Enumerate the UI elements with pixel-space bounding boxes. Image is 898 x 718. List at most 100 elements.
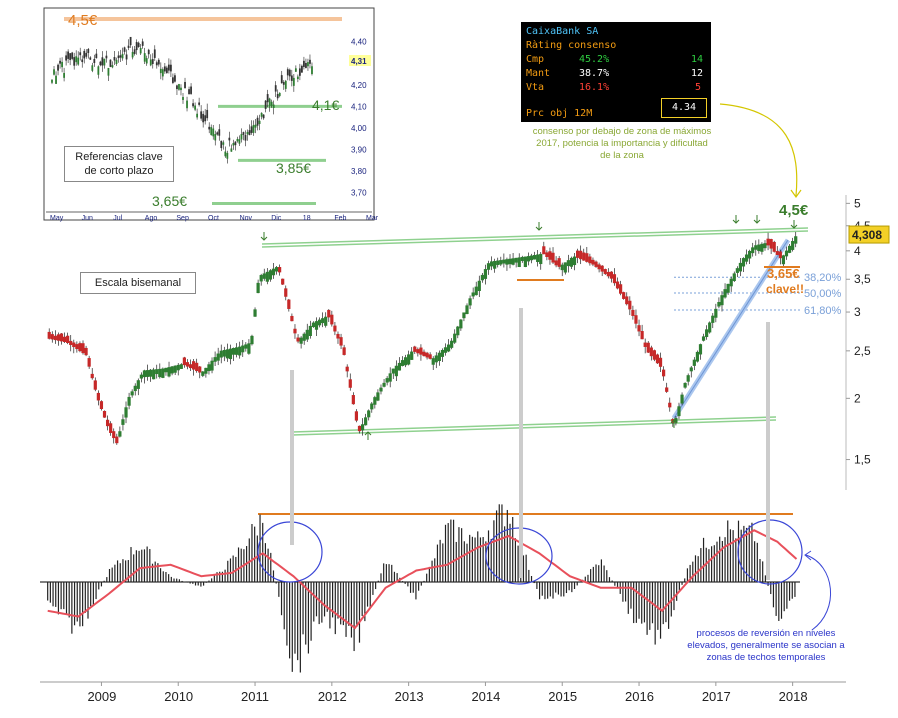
inset-x-tick-label: Ago [145,215,158,222]
inset-candle-body [91,65,94,71]
candle-body [305,329,309,340]
candle-body [662,369,666,377]
candle-body [210,360,214,371]
candle-body [489,261,494,267]
inset-candle-body [220,140,223,149]
candle-body [708,322,712,333]
inset-candle-body [69,53,72,60]
candle-body [357,425,362,432]
candle-body [351,395,355,405]
main-y-axis: 53,532,521,54,544,308 [846,196,890,467]
inset-y-tick-label: 3,90 [351,146,367,155]
candle-body [188,364,193,369]
candle-body [333,325,337,332]
inset-candle-body [232,143,235,146]
candle-body [526,256,531,262]
inset-candle-body [186,100,188,109]
y-tick-label: 3 [854,305,861,319]
candle-body [274,267,279,272]
inset-candle-body [81,59,84,63]
inset-level-label: 4,1€ [312,97,339,113]
target-price-label: 4,5€ [779,202,809,219]
candle-body [216,353,220,361]
y-tick-label: 4 [854,244,861,258]
marker-arrow-icon [535,222,543,231]
inset-y-tick-label: 4,10 [351,102,367,111]
candle-body [330,314,334,325]
candle-body [640,331,644,340]
marker-arrow-icon [732,215,740,224]
support-label: 3,65€ [767,266,800,281]
inset-candle-body [204,115,207,122]
candle-body [145,370,150,377]
candle-body [723,289,727,298]
x-tick-label: 2018 [779,689,808,704]
candle-body [228,348,233,360]
price-candles [47,231,798,445]
candle-body [720,295,724,306]
inset-candle-body [65,55,68,61]
fib-label: 61,80% [804,305,842,317]
candle-body [142,370,147,378]
candle-body [72,342,76,348]
inset-candle-body [109,59,112,67]
candle-body [536,254,540,263]
candle-body [563,262,567,273]
rating-row-label: Mant [526,68,551,79]
fib-guides: 38,20% 50,00% 61,80% [674,272,842,317]
rising-support-edge [673,239,789,419]
last-price-label: 4,308 [852,228,882,242]
candle-body [744,254,749,262]
candle-body [502,259,506,264]
inset-candle-body [165,67,168,73]
candle-body [431,358,435,365]
candle-body [394,365,398,377]
inset-candle-body [262,114,265,119]
inset-candle-body [307,62,309,67]
inset-candle-body [73,57,76,66]
candle-body [468,298,472,306]
note-arrow-icon [790,189,802,199]
upper-channel-line [261,227,809,245]
candle-body [102,410,107,418]
rating-target-value: 4.34 [661,98,707,118]
candle-body [99,401,104,410]
inset-candle-body [180,87,182,91]
inset-candle-body [246,132,249,135]
candle-body [450,340,454,348]
candle-body [579,250,583,260]
inset-candle-body [159,68,162,74]
candle-body [665,387,669,392]
candle-body [311,322,316,328]
candle-body [483,269,488,279]
candle-body [683,382,687,388]
inset-candle-body [264,100,267,109]
inset-candle-body [141,41,144,46]
candle-body [778,251,782,259]
candle-body [130,391,134,396]
candle-body [738,262,743,272]
candle-body [195,362,199,372]
candle-body [668,402,672,408]
inset-candle-body [284,80,287,89]
inset-candle-body [135,42,138,51]
inset-candle-body [282,82,285,85]
inset-candle-body [270,101,273,106]
candle-body [241,345,245,353]
candle-body [339,337,343,346]
inset-candle-body [230,148,233,152]
inset-candle-body [196,113,199,118]
candle-body [182,357,186,366]
candle-body [56,334,61,341]
inset-candle-body [129,36,132,46]
inset-candle-body [125,54,128,60]
candle-body [588,256,592,264]
candle-body [155,369,159,375]
y-tick-label: 2,5 [854,344,871,358]
inset-candle-body [97,66,100,75]
candle-body [523,256,527,268]
candle-body [597,264,601,270]
candle-body [176,364,180,371]
candle-body [413,346,417,352]
